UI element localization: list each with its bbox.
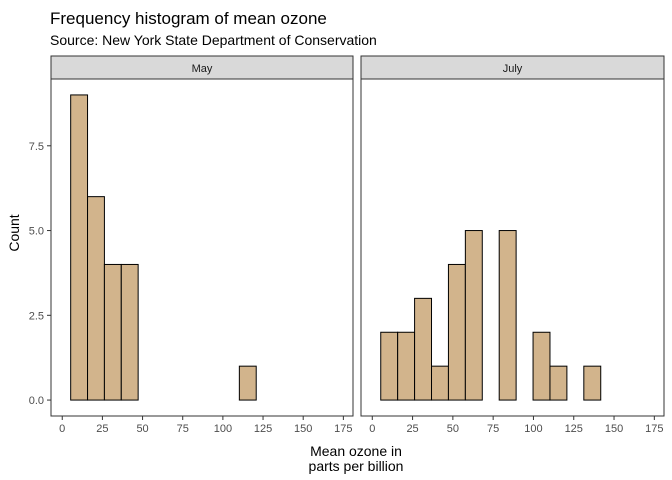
facet-1: July 0 25 50 75 100 125 150 175	[360, 55, 665, 435]
histogram-bar	[380, 331, 399, 401]
x-tick-label: 25	[96, 423, 108, 435]
x-tick-label: 0	[369, 423, 375, 435]
chart-subtitle: Source: New York State Department of Con…	[50, 32, 377, 48]
x-tick-label: 100	[524, 423, 542, 435]
histogram-bar	[120, 263, 139, 401]
facet-strip-label: May	[192, 63, 213, 75]
x-tick-label: 175	[334, 423, 352, 435]
x-tick-label: 50	[447, 423, 459, 435]
x-tick-label: 125	[565, 423, 583, 435]
histogram-bar	[583, 365, 602, 401]
histogram-bar	[498, 230, 517, 401]
x-axis-title-line-1: Mean ozone in	[310, 443, 402, 459]
x-tick-label: 175	[645, 423, 663, 435]
histogram-bar	[87, 196, 105, 401]
histogram-bar	[532, 331, 551, 401]
y-axis-title: Count	[6, 214, 22, 251]
panel-border	[50, 78, 354, 417]
y-tick-label: 7.5	[29, 141, 44, 153]
panel-border	[360, 78, 665, 417]
histogram-bar	[414, 297, 433, 401]
histogram-bar	[238, 365, 257, 401]
y-tick-label: 0.0	[29, 395, 44, 407]
y-tick-label: 5.0	[29, 226, 44, 238]
x-tick-label: 0	[59, 423, 65, 435]
histogram-bar	[447, 263, 466, 401]
x-tick-label: 150	[294, 423, 312, 435]
histogram-bar	[431, 365, 449, 401]
chart-title: Frequency histogram of mean ozone	[50, 9, 327, 28]
x-axis-title-line-2: parts per billion	[309, 458, 404, 474]
histogram-bar	[397, 331, 416, 401]
x-tick-label: 50	[136, 423, 148, 435]
x-tick-label: 150	[605, 423, 623, 435]
x-tick-label: 125	[254, 423, 272, 435]
histogram-bar	[549, 365, 568, 401]
y-tick-label: 2.5	[29, 310, 44, 322]
x-tick-label: 100	[214, 423, 232, 435]
facet-panels: May 0 25 50 75 100 125 150 175 0.0 2.5 5.0 7.5 July 0 2…	[29, 55, 665, 435]
x-tick-label: 75	[487, 423, 499, 435]
histogram-bar	[70, 94, 89, 401]
x-tick-label: 75	[177, 423, 189, 435]
facet-0: May 0 25 50 75 100 125 150 175 0.0 2.5 5.0 7.5	[29, 55, 354, 435]
x-tick-label: 25	[406, 423, 418, 435]
histogram-bar	[103, 263, 122, 401]
histogram-bar	[464, 230, 483, 401]
facet-strip-label: July	[503, 63, 523, 75]
